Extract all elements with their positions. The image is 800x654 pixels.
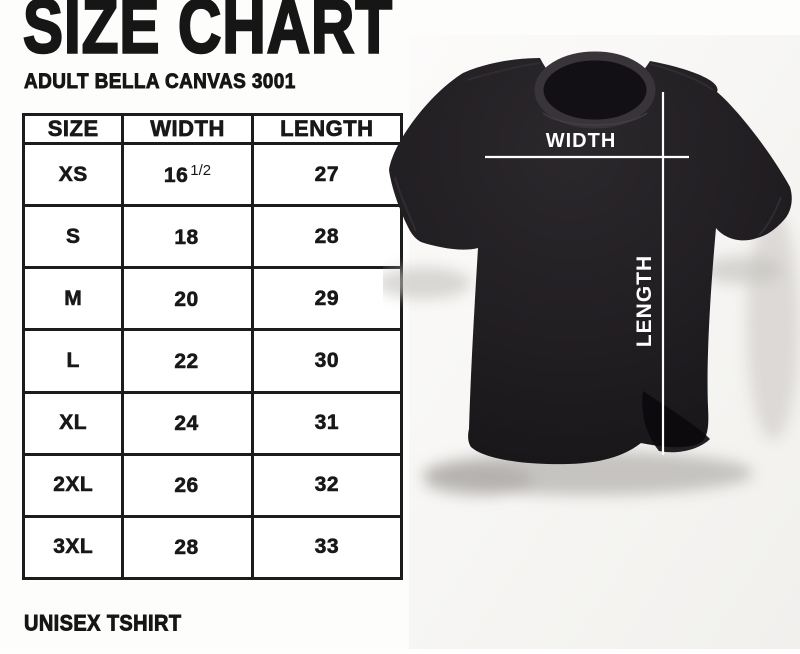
- tshirt-figure: WIDTH LENGTH: [375, 35, 800, 649]
- width-cell: 16 1/2: [121, 141, 254, 208]
- size-cell: 2XL: [21, 452, 125, 518]
- length-cell: 30: [250, 328, 404, 394]
- width-label: WIDTH: [546, 130, 617, 152]
- page-title: SIZE CHART: [22, 0, 393, 70]
- table-row: 2XL 26 32: [21, 452, 404, 518]
- length-cell: 29: [250, 266, 404, 332]
- column-header-width: WIDTH: [121, 113, 254, 145]
- width-cell: 22: [121, 328, 254, 394]
- footnote: UNISEX TSHIRT: [24, 612, 182, 637]
- length-cell: 33: [250, 514, 404, 581]
- table-row: 3XL 28 33: [21, 514, 404, 581]
- width-cell: 20: [121, 266, 254, 332]
- tshirt-photo-background: [409, 35, 800, 649]
- tshirt-seams: [394, 62, 782, 236]
- width-cell: 26: [121, 452, 254, 518]
- tshirt-hem-fold: [642, 391, 710, 453]
- length-label: LENGTH: [633, 255, 656, 347]
- table-header-row: SIZE WIDTH LENGTH: [21, 113, 404, 145]
- length-cell: 31: [250, 390, 404, 456]
- tshirt-photo: WIDTH LENGTH: [375, 35, 800, 649]
- length-cell: 27: [250, 141, 404, 208]
- width-cell: 28: [121, 514, 254, 581]
- tshirt-shadow: [375, 210, 799, 496]
- size-cell: M: [21, 266, 125, 332]
- length-cell: 28: [250, 204, 404, 270]
- size-cell: S: [21, 204, 125, 270]
- width-fraction: 1/2: [190, 161, 212, 179]
- size-cell: XL: [21, 390, 125, 456]
- page-subtitle: ADULT BELLA CANVAS 3001: [24, 70, 296, 94]
- width-cell: 24: [121, 390, 254, 456]
- table-row: XL 24 31: [21, 390, 404, 456]
- size-cell: 3XL: [21, 514, 125, 581]
- table-row: XS 16 1/2 27: [21, 141, 404, 208]
- tshirt: [389, 58, 792, 465]
- table-row: M 20 29: [21, 266, 404, 332]
- size-table: SIZE WIDTH LENGTH XS 16 1/2 27 S 18 28 M …: [21, 113, 404, 581]
- width-cell: 18: [121, 204, 254, 270]
- table-row: S 18 28: [21, 204, 404, 270]
- length-cell: 32: [250, 452, 404, 518]
- tshirt-collar: [534, 51, 656, 129]
- size-cell: L: [21, 328, 125, 394]
- column-header-length: LENGTH: [250, 113, 404, 145]
- column-header-size: SIZE: [21, 113, 125, 145]
- table-row: L 22 30: [21, 328, 404, 394]
- size-cell: XS: [21, 141, 125, 208]
